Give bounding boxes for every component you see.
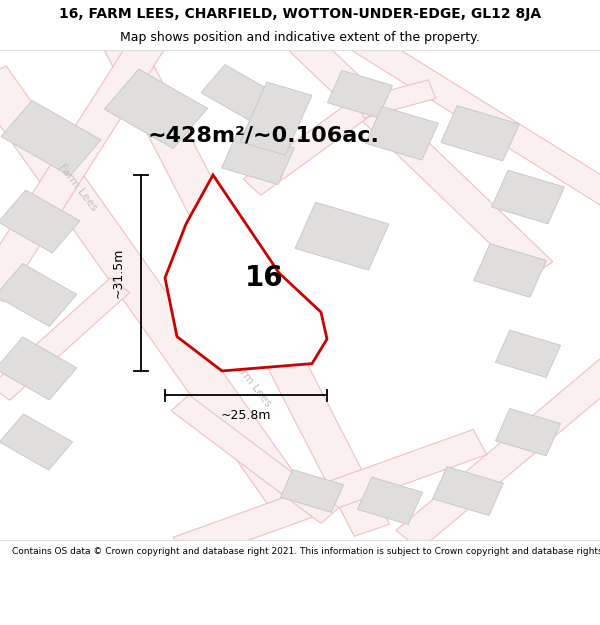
- Polygon shape: [0, 190, 80, 253]
- Polygon shape: [171, 395, 339, 523]
- Polygon shape: [433, 466, 503, 516]
- Text: Farm Lees: Farm Lees: [230, 358, 274, 409]
- Polygon shape: [496, 409, 560, 456]
- Polygon shape: [295, 202, 389, 270]
- Polygon shape: [356, 80, 436, 118]
- Text: Farm Lees: Farm Lees: [188, 221, 232, 271]
- Text: ~428m²/~0.106ac.: ~428m²/~0.106ac.: [148, 126, 380, 146]
- Polygon shape: [491, 170, 565, 224]
- Polygon shape: [240, 82, 312, 155]
- Text: Contains OS data © Crown copyright and database right 2021. This information is : Contains OS data © Crown copyright and d…: [12, 547, 600, 556]
- Polygon shape: [173, 429, 487, 562]
- Polygon shape: [0, 414, 73, 470]
- Text: Farm Lees: Farm Lees: [56, 162, 100, 212]
- Text: ~25.8m: ~25.8m: [221, 409, 271, 421]
- Text: ~31.5m: ~31.5m: [112, 248, 125, 298]
- Polygon shape: [287, 31, 553, 279]
- Polygon shape: [201, 64, 279, 124]
- Polygon shape: [365, 106, 439, 160]
- Polygon shape: [165, 175, 327, 371]
- Polygon shape: [243, 101, 369, 195]
- Polygon shape: [496, 330, 560, 378]
- Polygon shape: [441, 106, 519, 161]
- Polygon shape: [0, 66, 318, 524]
- Polygon shape: [473, 244, 547, 298]
- Polygon shape: [328, 71, 392, 118]
- Text: 16, FARM LEES, CHARFIELD, WOTTON-UNDER-EDGE, GL12 8JA: 16, FARM LEES, CHARFIELD, WOTTON-UNDER-E…: [59, 7, 541, 21]
- Polygon shape: [0, 337, 77, 400]
- Polygon shape: [0, 33, 166, 302]
- Polygon shape: [102, 34, 390, 536]
- Polygon shape: [280, 469, 344, 512]
- Text: 16: 16: [245, 264, 283, 292]
- Polygon shape: [221, 131, 295, 184]
- Polygon shape: [0, 264, 77, 326]
- Polygon shape: [1, 101, 101, 176]
- Polygon shape: [104, 69, 208, 149]
- Text: Map shows position and indicative extent of the property.: Map shows position and indicative extent…: [120, 31, 480, 44]
- Polygon shape: [396, 359, 600, 549]
- Polygon shape: [0, 278, 130, 400]
- Polygon shape: [358, 477, 422, 524]
- Polygon shape: [351, 31, 600, 207]
